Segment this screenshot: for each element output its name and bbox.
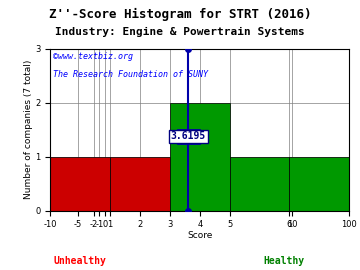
Text: ©www.textbiz.org: ©www.textbiz.org [53,52,134,61]
Bar [50,157,110,211]
Text: Healthy: Healthy [263,256,304,266]
Text: 3.6195: 3.6195 [171,131,206,141]
Text: Industry: Engine & Powertrain Systems: Industry: Engine & Powertrain Systems [55,27,305,37]
Y-axis label: Number of companies (7 total): Number of companies (7 total) [23,60,32,199]
Bar [110,157,170,211]
Bar [289,157,349,211]
X-axis label: Score: Score [187,231,212,240]
Text: Z''-Score Histogram for STRT (2016): Z''-Score Histogram for STRT (2016) [49,8,311,21]
Bar [170,103,230,211]
Text: The Research Foundation of SUNY: The Research Foundation of SUNY [53,70,208,79]
Text: Unhealthy: Unhealthy [54,256,107,266]
Bar [230,157,289,211]
